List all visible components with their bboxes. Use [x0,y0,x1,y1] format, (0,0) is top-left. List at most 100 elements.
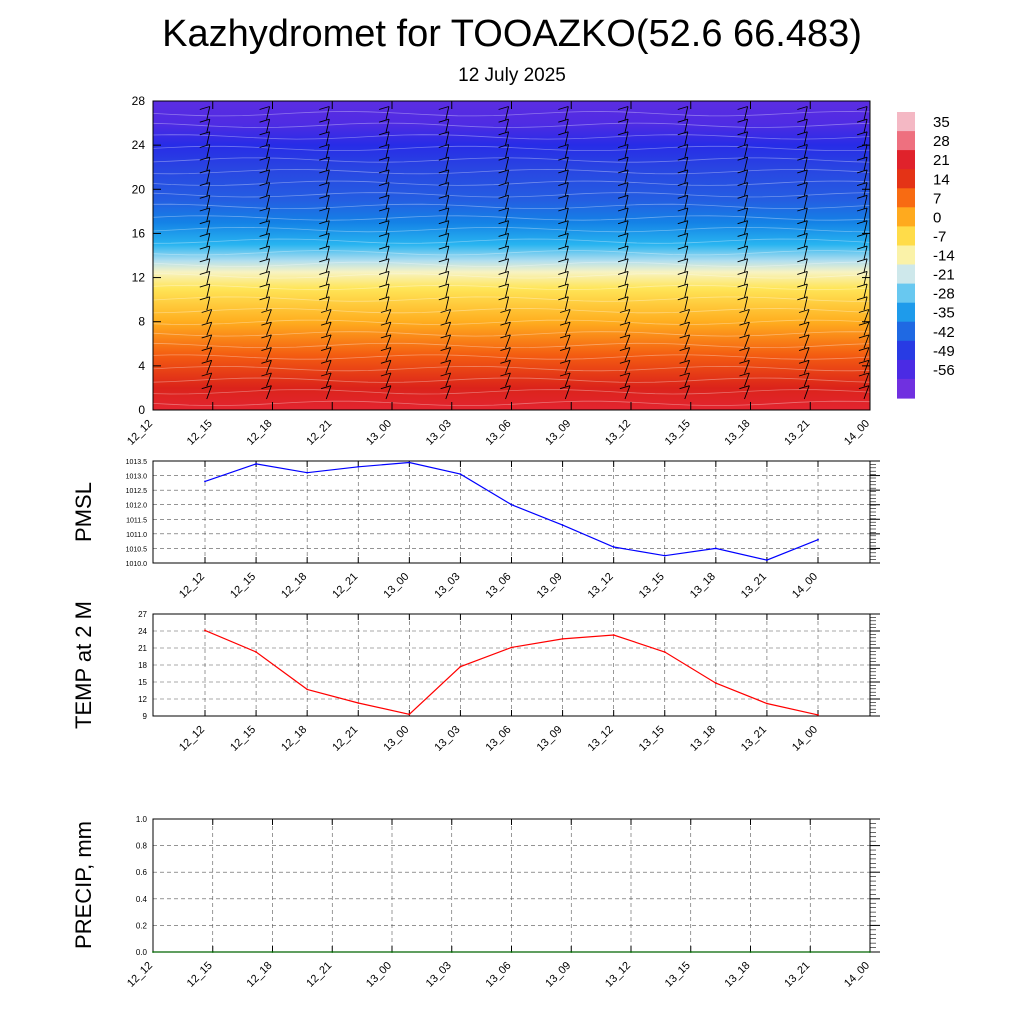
wind-barb [564,322,571,336]
wind-barb [266,372,272,387]
wind-barb-flag [856,182,868,187]
wind-barb-flag [856,296,868,301]
wind-barb [206,360,213,374]
wind-barb [325,195,330,209]
colorbar-segment [897,207,915,227]
wind-barb-flag [677,106,688,110]
wind-barb [325,347,332,362]
wind-barb-flag [797,169,808,174]
wind-barb-flag [617,270,629,275]
x-tick-label: 12_18 [279,571,309,601]
wind-barb-flag [380,309,392,313]
wind-barb-flag [797,207,808,212]
wind-barb [445,207,450,222]
colorbar-label: 7 [933,190,941,207]
wind-barb-flag [739,385,750,390]
wind-barb-flag [677,182,688,187]
wind-barb [505,334,511,349]
wind-barb [385,182,390,197]
wind-barb [266,106,271,120]
wind-barb-flag [440,334,451,339]
wind-barb-flag [500,347,511,352]
wind-barb [206,144,211,158]
wind-barb-flag [380,359,392,364]
data-point [510,503,513,506]
wind-barb [684,106,689,120]
wind-barb-flag [199,283,210,288]
wind-barb [564,296,569,311]
wind-barb [206,334,213,349]
wind-barb-flag [319,283,330,288]
wind-barb [505,195,510,209]
wind-barb-flag [261,359,272,364]
wind-barb-flag [438,296,449,301]
wind-barb-flag [558,296,569,301]
heatmap-x-tick-label: 13_21 [782,418,812,448]
wind-barb [385,347,392,362]
wind-barb [624,119,629,133]
wind-barb [624,182,629,197]
wind-barb-flag [677,144,688,148]
wind-barb [863,322,870,336]
wind-barb-flag [319,296,330,301]
heatmap-x-tick-label: 13_15 [663,418,693,448]
colorbar-label: -21 [933,267,955,284]
x-tick-label: 13_03 [432,571,462,601]
wind-barb-flag [498,144,509,148]
wind-barb [684,195,689,209]
wind-barb-flag [558,258,569,263]
wind-barb-flag [199,194,210,199]
wind-barb [385,195,390,209]
data-point [749,951,752,953]
wind-barb-flag [199,169,210,174]
wind-barb-flag [199,296,210,301]
wind-barb [803,169,808,184]
colorbar-label: -7 [933,229,946,246]
wind-barb [325,246,330,260]
wind-barb [206,131,211,146]
wind-barb-flag [378,220,390,225]
wind-barb-flag [259,144,270,148]
wind-barb [684,309,691,323]
wind-barb-flag [739,359,750,364]
wind-barb-flag [617,245,629,250]
wind-barb-flag [259,169,270,174]
wind-barb-flag [498,169,509,174]
wind-barb [684,347,691,362]
wind-barb [206,106,211,120]
heatmap-x-tick-label: 13_18 [723,418,753,448]
wind-barb-flag [319,118,330,123]
wind-barb-flag [619,347,631,352]
wind-barb [564,207,569,222]
wind-barb [803,106,808,120]
data-point [630,951,632,953]
wind-barb-flag [199,232,210,237]
wind-barb [684,119,689,133]
wind-barb [325,119,330,133]
wind-barb-flag [739,334,750,339]
wind-barb-flag [319,106,330,110]
wind-barb-flag [677,270,688,275]
x-tick-label: 13_15 [637,724,667,754]
wind-barb-flag [737,106,748,110]
wind-barb-flag [856,118,868,123]
colorbar-label: 0 [933,209,941,226]
panel-frame [152,613,871,717]
wind-barb-flag [500,321,511,326]
wind-barb [505,245,510,260]
x-tick-label: 12_21 [330,724,360,754]
temperature-field [153,101,870,410]
wind-barb [744,334,750,349]
wind-barb-flag [679,385,690,390]
wind-barb-flag [856,283,868,288]
wind-barb-flag [319,258,330,263]
wind-barb [206,284,211,298]
wind-barb-flag [201,334,212,339]
x-tick-label: 13_00 [381,724,411,754]
wind-barb-flag [559,334,571,339]
wind-barb-flag [858,385,870,390]
wind-barb [266,258,271,273]
wind-barb-flag [259,270,270,275]
colorbar-segment [897,169,915,189]
wind-barb-flag [737,296,748,301]
